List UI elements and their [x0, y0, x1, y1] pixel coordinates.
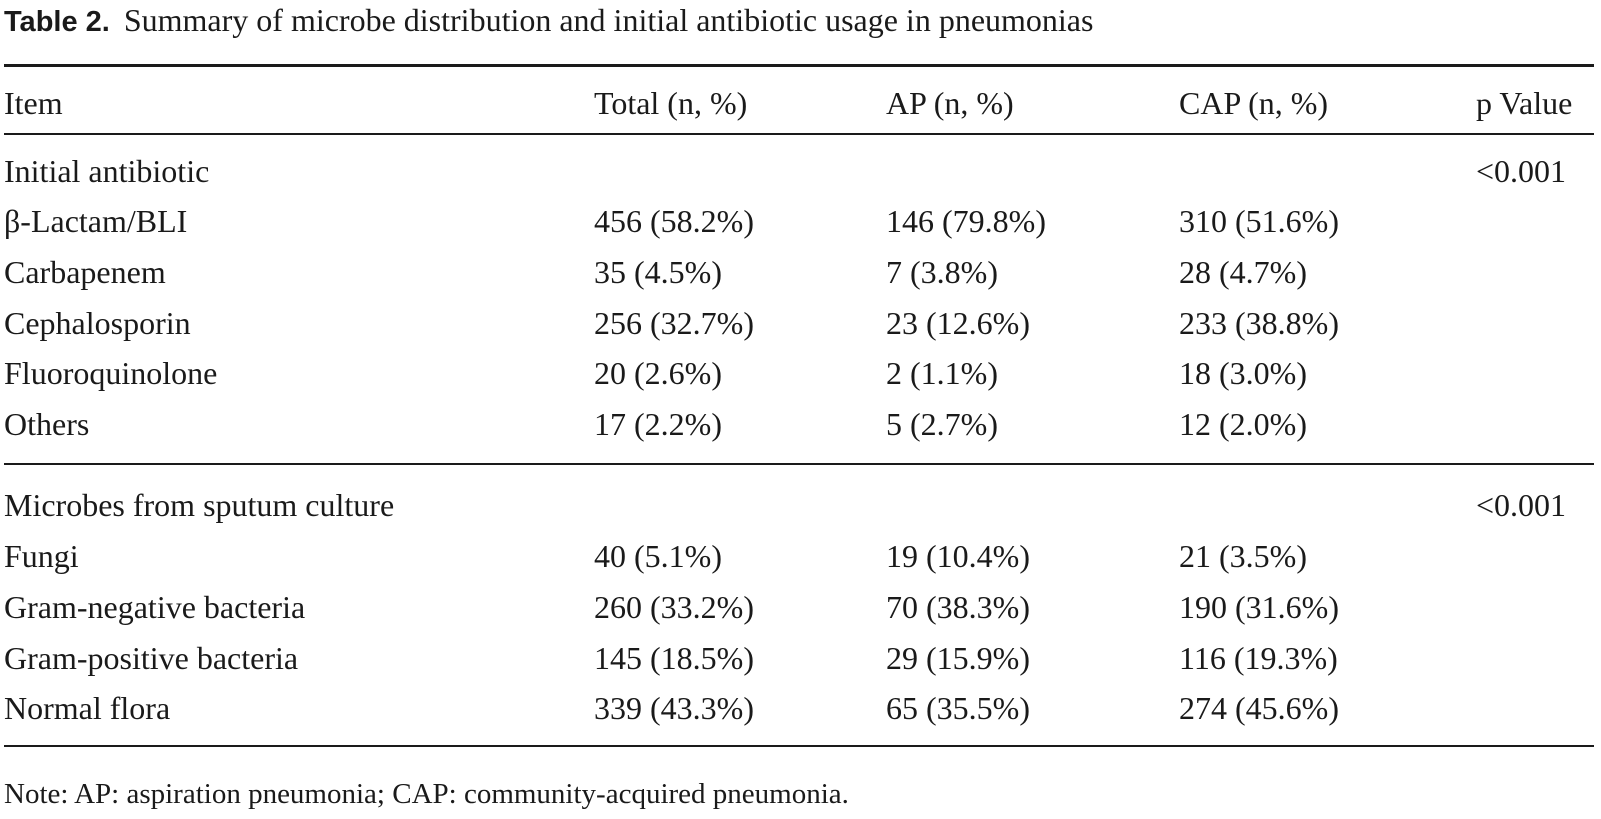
cell-cap: 28 (4.7%): [1179, 254, 1307, 290]
cell-total: 260 (33.2%): [594, 589, 754, 625]
cell-item: Gram-positive bacteria: [4, 640, 299, 676]
table-row: Gram-positive bacteria 145 (18.5%) 29 (1…: [4, 633, 1594, 683]
section-p-value: <0.001: [1476, 487, 1567, 523]
cell-ap: 29 (15.9%): [886, 640, 1030, 676]
cell-ap: 23 (12.6%): [886, 305, 1030, 341]
cell-ap: 146 (79.8%): [886, 203, 1046, 239]
table-row: β-Lactam/BLI 456 (58.2%) 146 (79.8%) 310…: [4, 196, 1594, 246]
cell-cap: 21 (3.5%): [1179, 538, 1307, 574]
cell-ap: 7 (3.8%): [886, 254, 998, 290]
cell-item: Carbapenem: [4, 254, 166, 290]
table-note: Note: AP: aspiration pneumonia; CAP: com…: [4, 778, 849, 810]
section-heading: Microbes from sputum culture: [4, 487, 395, 523]
cell-total: 256 (32.7%): [594, 305, 754, 341]
section-heading-row: Initial antibiotic <0.001: [4, 146, 1594, 196]
cell-total: 339 (43.3%): [594, 690, 754, 726]
cell-cap: 18 (3.0%): [1179, 355, 1307, 391]
cell-total: 145 (18.5%): [594, 640, 754, 676]
header-cap: CAP (n, %): [1179, 85, 1329, 121]
section-heading-row: Microbes from sputum culture <0.001: [4, 480, 1594, 530]
table-row: Cephalosporin 256 (32.7%) 23 (12.6%) 233…: [4, 298, 1594, 348]
cell-item: Fluoroquinolone: [4, 355, 218, 391]
cell-ap: 70 (38.3%): [886, 589, 1030, 625]
bottom-rule: [4, 745, 1594, 747]
cell-item: Others: [4, 406, 90, 442]
table-row: Gram-negative bacteria 260 (33.2%) 70 (3…: [4, 582, 1594, 632]
cell-ap: 2 (1.1%): [886, 355, 998, 391]
table-row: Carbapenem 35 (4.5%) 7 (3.8%) 28 (4.7%): [4, 247, 1594, 297]
table-row: Normal flora 339 (43.3%) 65 (35.5%) 274 …: [4, 683, 1594, 733]
cell-total: 40 (5.1%): [594, 538, 722, 574]
table-row: Others 17 (2.2%) 5 (2.7%) 12 (2.0%): [4, 399, 1594, 449]
section-divider: [4, 463, 1594, 465]
section-heading: Initial antibiotic: [4, 153, 210, 189]
header-rule: [4, 133, 1594, 135]
section-p-value: <0.001: [1476, 153, 1567, 189]
cell-cap: 274 (45.6%): [1179, 690, 1339, 726]
table-title: Summary of microbe distribution and init…: [123, 2, 1094, 38]
table-caption: Table 2. Summary of microbe distribution …: [4, 0, 1093, 40]
cell-cap: 12 (2.0%): [1179, 406, 1307, 442]
cell-ap: 19 (10.4%): [886, 538, 1030, 574]
cell-cap: 233 (38.8%): [1179, 305, 1339, 341]
top-rule: [4, 64, 1594, 67]
cell-total: 35 (4.5%): [594, 254, 722, 290]
table-row: Fluoroquinolone 20 (2.6%) 2 (1.1%) 18 (3…: [4, 348, 1594, 398]
cell-total: 20 (2.6%): [594, 355, 722, 391]
table-label: Table 2.: [4, 6, 110, 38]
cell-item: Cephalosporin: [4, 305, 191, 341]
header-ap: AP (n, %): [886, 85, 1014, 121]
cell-ap: 65 (35.5%): [886, 690, 1030, 726]
cell-ap: 5 (2.7%): [886, 406, 998, 442]
cell-cap: 190 (31.6%): [1179, 589, 1339, 625]
cell-item: Gram-negative bacteria: [4, 589, 306, 625]
header-p-value: p Value: [1476, 85, 1573, 121]
cell-total: 17 (2.2%): [594, 406, 722, 442]
cell-cap: 310 (51.6%): [1179, 203, 1339, 239]
cell-cap: 116 (19.3%): [1179, 640, 1338, 676]
header-row: Item Total (n, %) AP (n, %) CAP (n, %) p…: [4, 78, 1594, 128]
cell-item: β-Lactam/BLI: [4, 203, 188, 239]
cell-item: Fungi: [4, 538, 79, 574]
header-item: Item: [4, 85, 63, 121]
cell-item: Normal flora: [4, 690, 171, 726]
table-row: Fungi 40 (5.1%) 19 (10.4%) 21 (3.5%): [4, 531, 1594, 581]
header-total: Total (n, %): [594, 85, 748, 121]
cell-total: 456 (58.2%): [594, 203, 754, 239]
